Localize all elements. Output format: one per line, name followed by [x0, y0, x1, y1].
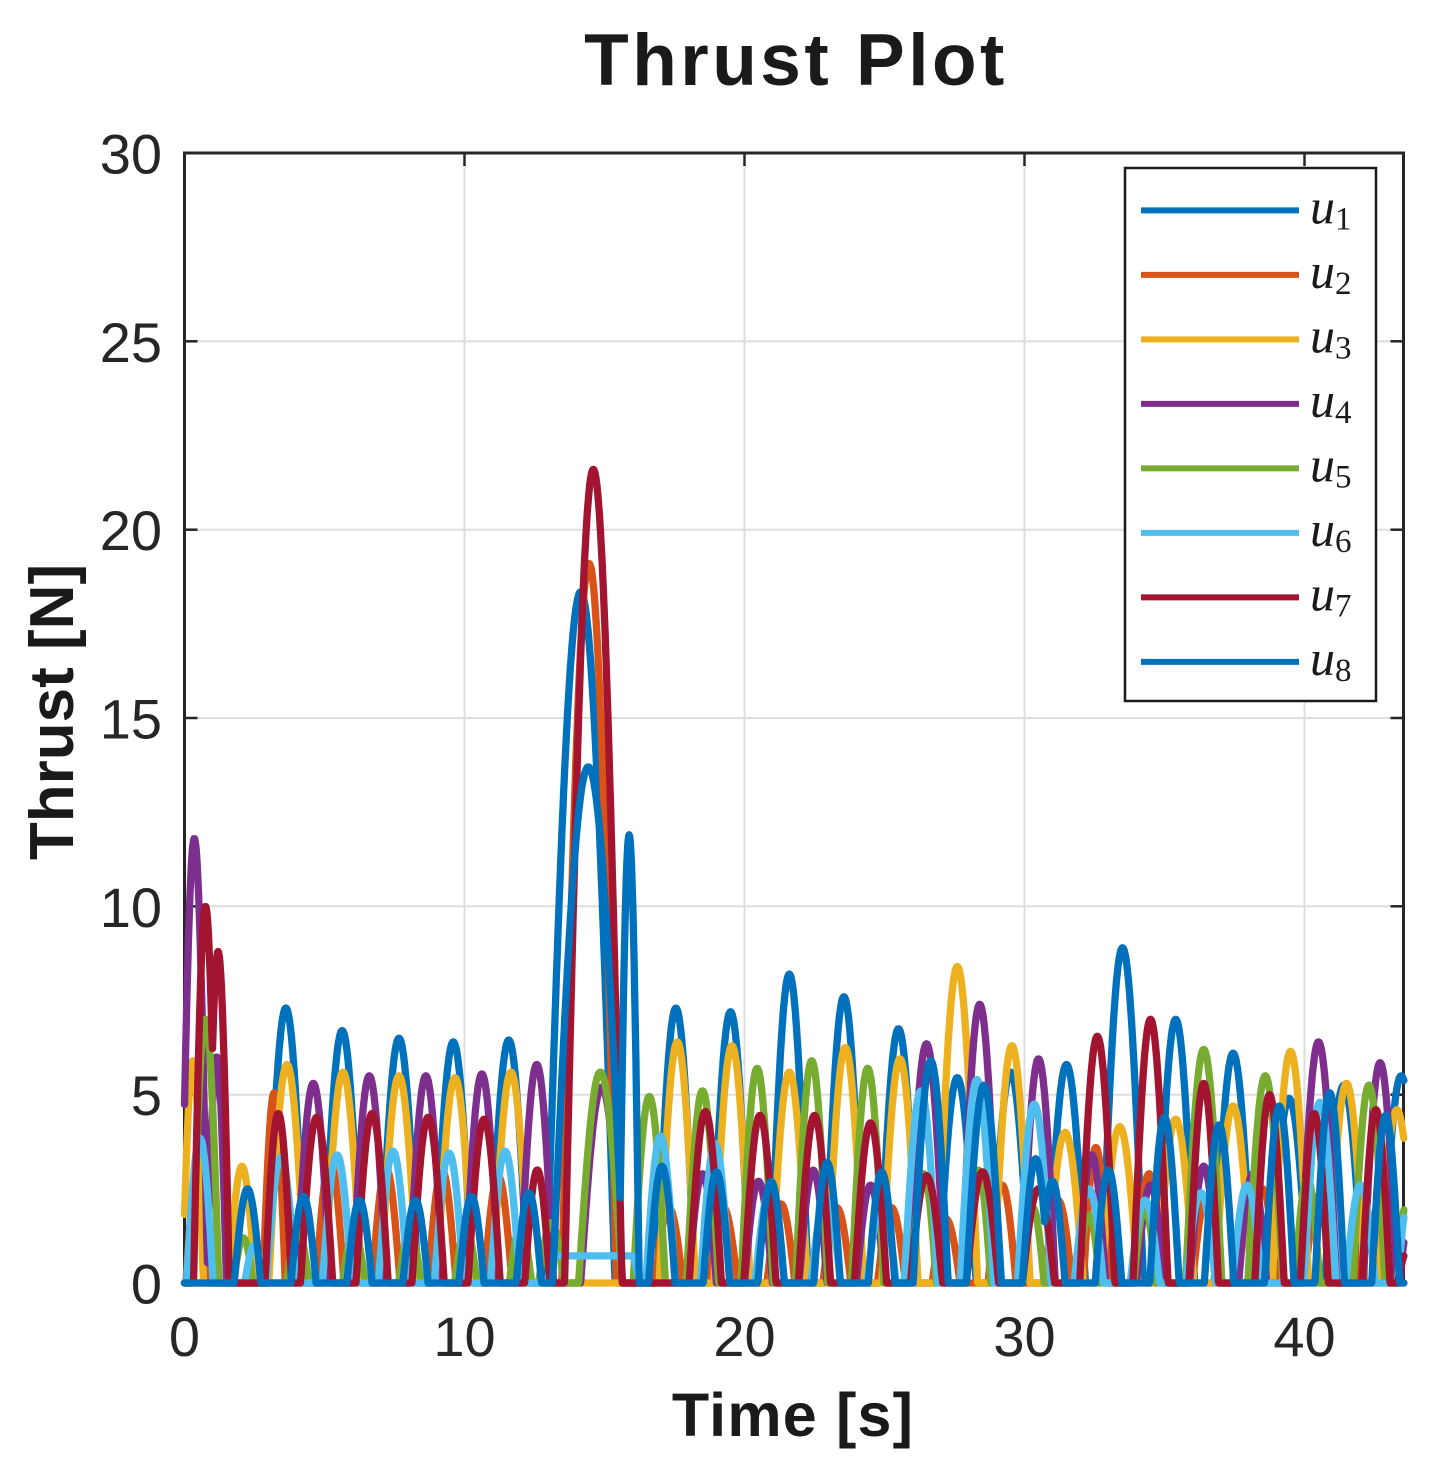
svg-text:25: 25: [100, 311, 162, 374]
svg-text:30: 30: [100, 123, 162, 186]
svg-text:Thrust [N]: Thrust [N]: [18, 564, 87, 860]
svg-text:20: 20: [100, 499, 162, 562]
svg-text:5: 5: [131, 1064, 162, 1127]
svg-text:40: 40: [1273, 1305, 1335, 1368]
svg-text:15: 15: [100, 688, 162, 751]
svg-text:30: 30: [993, 1305, 1055, 1368]
svg-text:u5: u5: [1310, 436, 1352, 495]
svg-text:10: 10: [433, 1305, 495, 1368]
svg-text:0: 0: [169, 1305, 200, 1368]
svg-text:Time [s]: Time [s]: [672, 1381, 914, 1449]
svg-text:20: 20: [713, 1305, 775, 1368]
svg-text:10: 10: [100, 876, 162, 939]
svg-text:Thrust Plot: Thrust Plot: [584, 20, 1008, 101]
svg-text:0: 0: [131, 1253, 162, 1316]
